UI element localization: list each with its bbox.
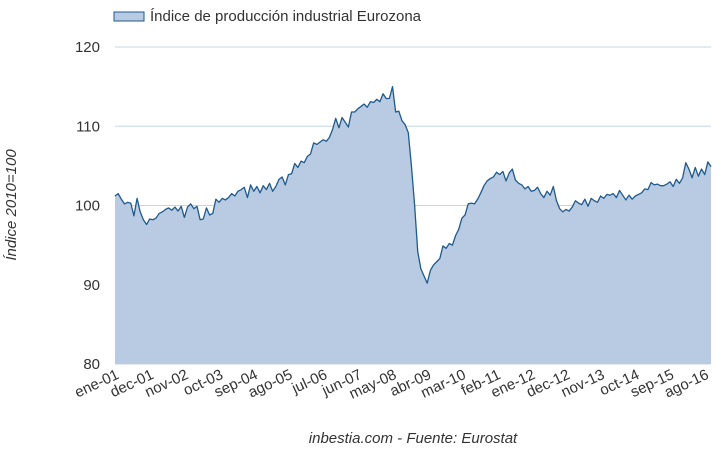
series-line bbox=[114, 85, 712, 284]
legend: Índice de producción industrial Eurozona bbox=[113, 8, 422, 25]
legend-label: Índice de producción industrial Eurozona bbox=[150, 8, 422, 25]
y-tick-80: 80 bbox=[83, 356, 100, 373]
y-tick-110: 110 bbox=[76, 118, 100, 135]
legend-swatch bbox=[113, 11, 145, 22]
y-axis-label: Índice 2010=100 bbox=[3, 149, 20, 261]
source-caption: inbestia.com - Fuente: Eurostat bbox=[309, 430, 518, 447]
x-tick-labels: ene-01dec-01nov-02oct-03sep-04ago-05jul-… bbox=[72, 366, 711, 403]
y-tick-90: 90 bbox=[83, 277, 100, 294]
y-tick-labels: 80 90 100 110 120 bbox=[75, 39, 100, 373]
y-tick-100: 100 bbox=[75, 198, 100, 215]
y-tick-120: 120 bbox=[75, 39, 100, 56]
series-area bbox=[115, 86, 711, 364]
